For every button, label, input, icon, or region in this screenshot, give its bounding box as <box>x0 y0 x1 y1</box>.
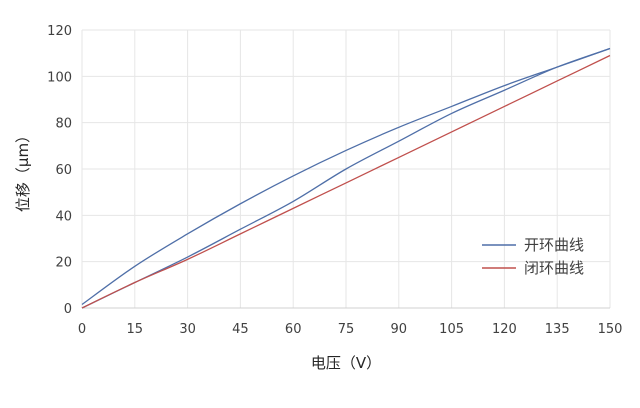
y-tick-label: 120 <box>47 24 72 39</box>
x-tick-label: 45 <box>232 322 249 337</box>
x-tick-label: 0 <box>78 322 86 337</box>
x-tick-label: 75 <box>338 322 355 337</box>
x-tick-label: 15 <box>127 322 144 337</box>
x-tick-label: 120 <box>492 322 517 337</box>
open-loop-series-line-0 <box>81 47 611 306</box>
x-axis-title: 电压（V） <box>311 354 381 372</box>
tick-labels: 0 15 30 45 60 75 90 105 120 135 150 0 20 40 60 80 100 120 <box>47 24 622 337</box>
open-loop-series-line-1 <box>81 47 611 309</box>
y-tick-label: 40 <box>55 209 72 224</box>
x-tick-label: 90 <box>391 322 408 337</box>
x-tick-label: 135 <box>545 322 570 337</box>
y-tick-label: 20 <box>55 256 72 271</box>
y-tick-label: 0 <box>64 302 72 317</box>
x-tick-label: 30 <box>179 322 196 337</box>
x-tick-label: 150 <box>598 322 623 337</box>
y-tick-label: 80 <box>55 117 72 132</box>
y-tick-label: 60 <box>55 163 72 178</box>
plot-series <box>81 47 611 309</box>
closed-loop-series-line-0 <box>81 54 611 309</box>
legend-label-closed-loop: 闭环曲线 <box>524 259 584 277</box>
x-tick-label: 60 <box>285 322 302 337</box>
y-axis-title: 位移（μm） <box>14 128 32 212</box>
y-tick-label: 100 <box>47 70 72 85</box>
x-tick-label: 105 <box>439 322 464 337</box>
legend-label-open-loop: 开环曲线 <box>524 236 584 254</box>
legend: 开环曲线 闭环曲线 <box>482 236 584 277</box>
